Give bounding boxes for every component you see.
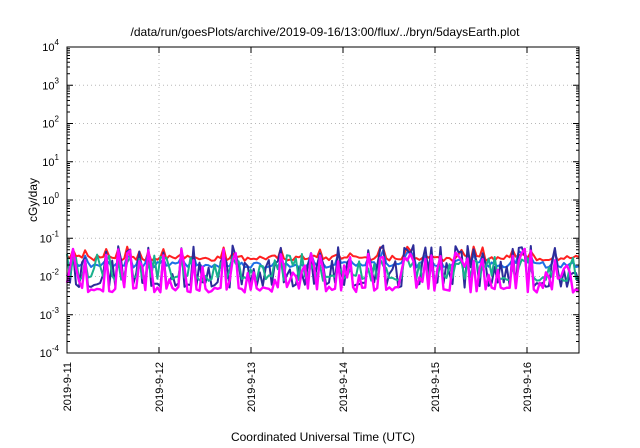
y-tick-label: 104 [42, 38, 59, 54]
series-line [66, 245, 580, 262]
y-tick-label: 10-3 [40, 306, 60, 322]
y-tick-labels: 10-4 10-3 10-2 10-1 100 101 102 103 104 [40, 38, 60, 360]
y-tick-label: 102 [42, 115, 59, 131]
x-tick-label: 2019-9-12 [154, 362, 166, 412]
y-tick-label: 10-4 [40, 344, 60, 360]
y-tick-label: 103 [42, 76, 59, 92]
x-tick-labels: 2019-9-11 2019-9-12 2019-9-13 2019-9-14 2019… [62, 362, 534, 412]
y-tick-label: 101 [42, 153, 59, 169]
y-axis-label: cGy/day [26, 178, 40, 222]
series-line [65, 247, 580, 294]
x-tick-label: 2019-9-15 [430, 362, 442, 412]
y-tick-label: 10-1 [40, 229, 60, 245]
x-tick-label: 2019-9-16 [522, 362, 534, 412]
x-axis-label: Coordinated Universal Time (UTC) [231, 430, 415, 444]
x-tick-label: 2019-9-11 [62, 362, 74, 411]
x-tick-label: 2019-9-13 [246, 362, 258, 412]
series-group [65, 244, 580, 294]
y-tick-label: 10-2 [40, 268, 60, 284]
tick-marks [66, 46, 579, 354]
chart-title: /data/run/goesPlots/archive/2019-09-16/1… [131, 25, 521, 39]
grid [67, 47, 579, 353]
x-tick-label: 2019-9-14 [338, 362, 350, 412]
y-tick-label: 100 [42, 191, 59, 207]
